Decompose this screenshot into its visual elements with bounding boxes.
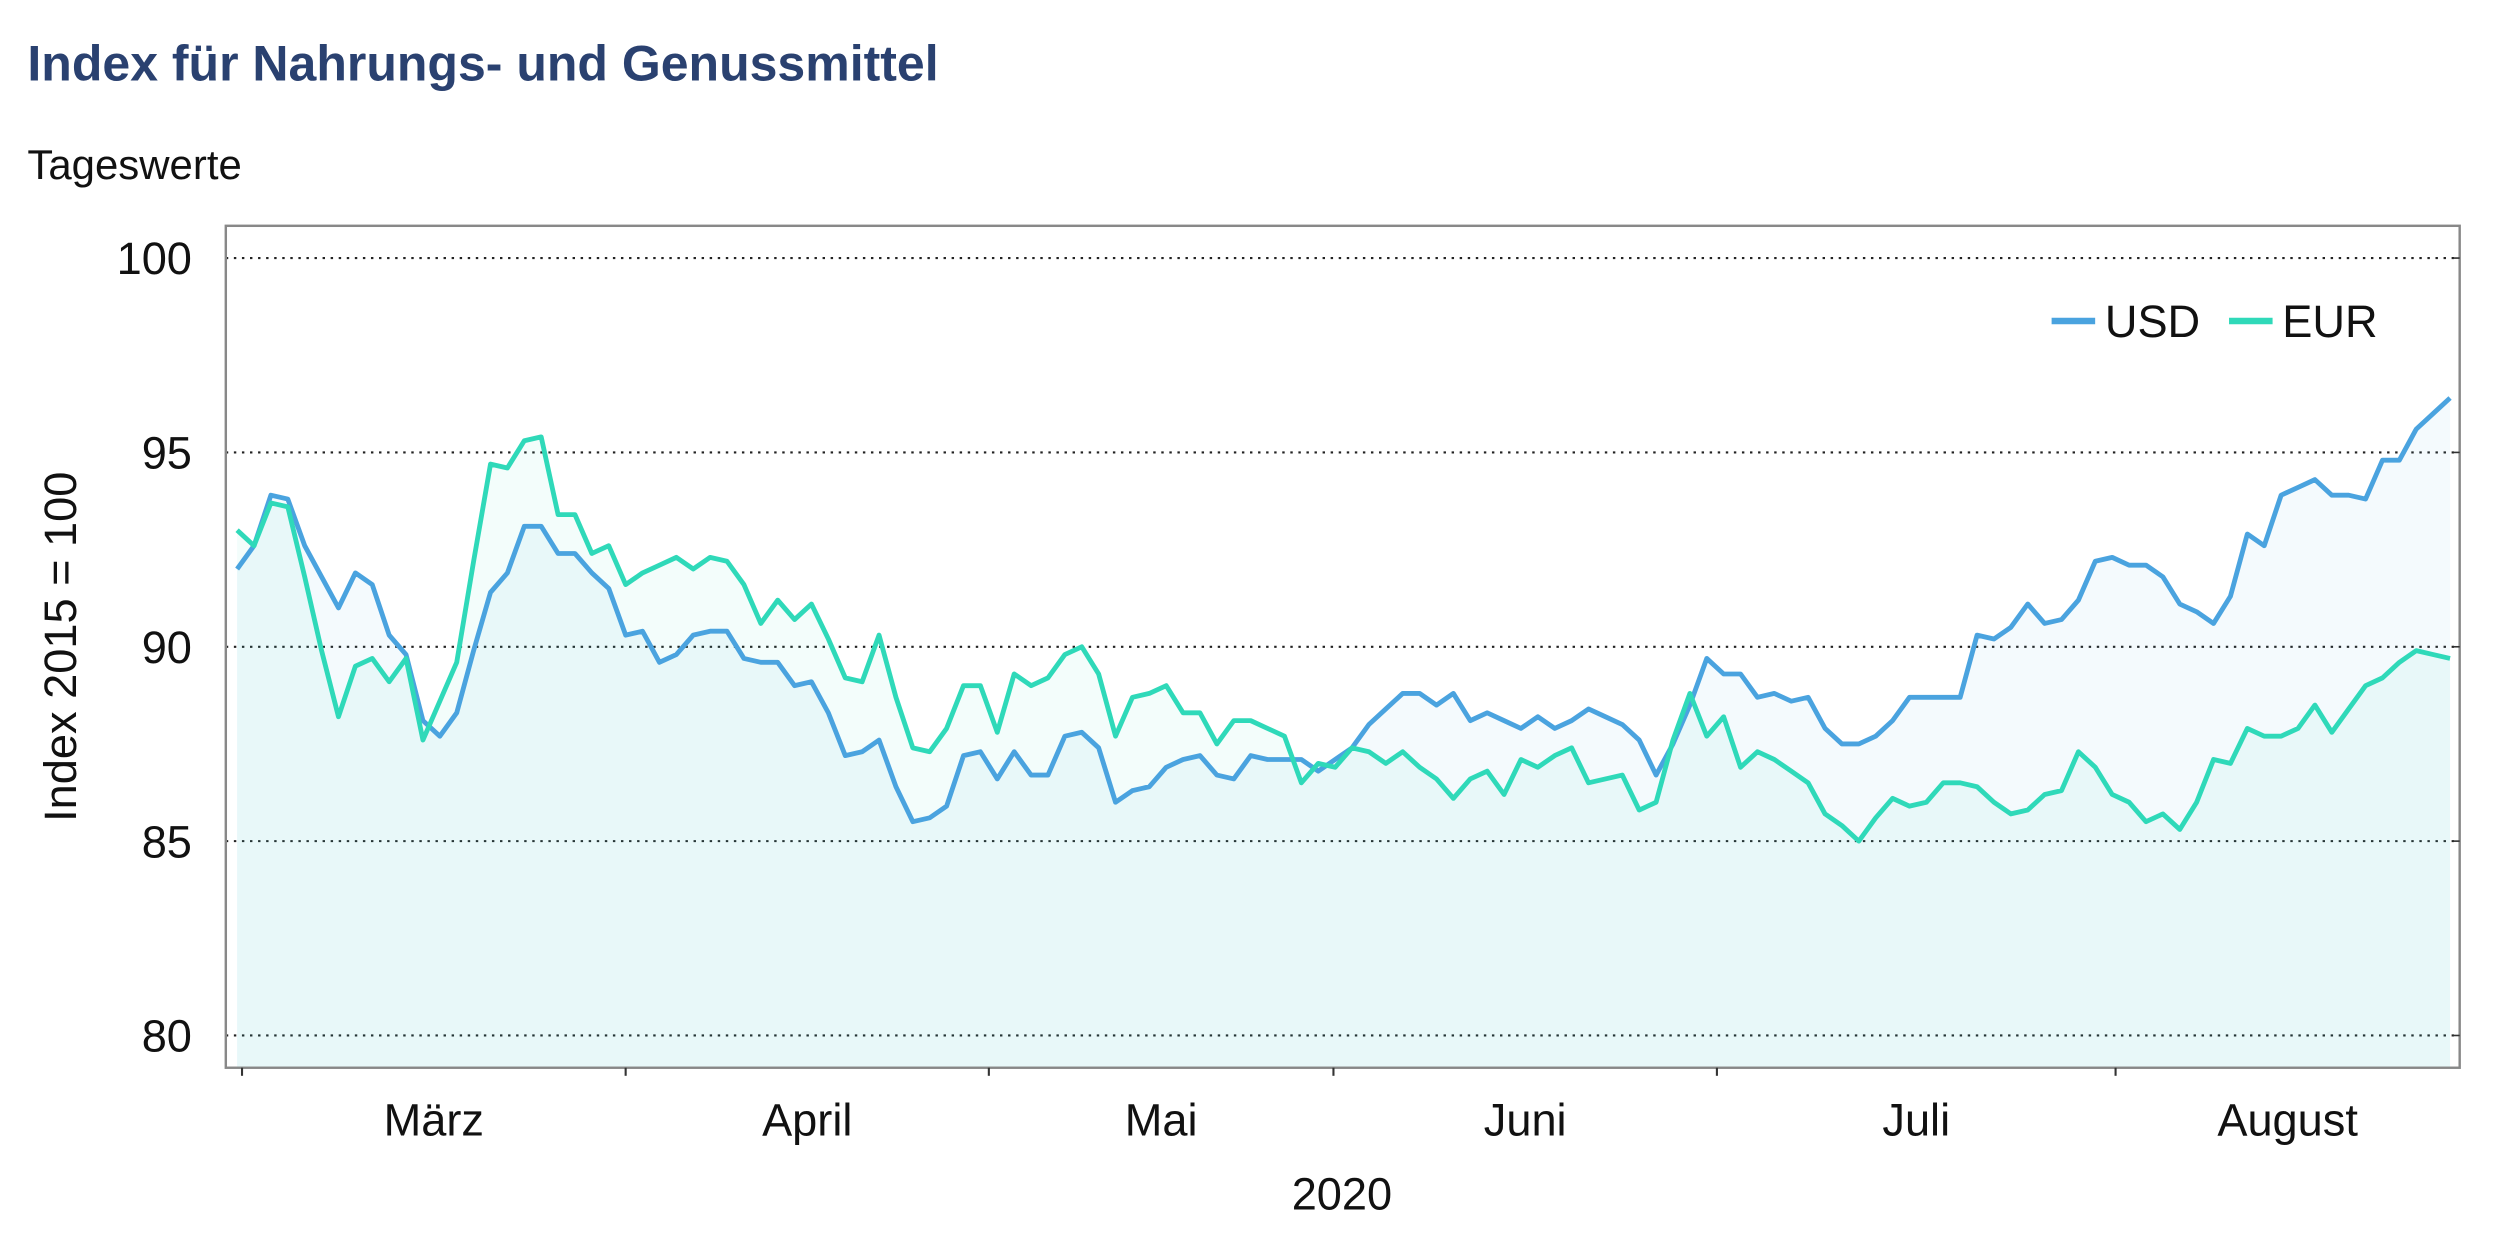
line xyxy=(235,434,2451,844)
x-tick-label: Juni xyxy=(1484,1094,1567,1145)
x-tick-label: März xyxy=(384,1094,484,1145)
lines xyxy=(235,396,2452,844)
chart-subtitle: Tageswerte xyxy=(27,141,241,188)
y-tick-label: 85 xyxy=(142,816,192,867)
chart-title: Index für Nahrungs- und Genussmittel xyxy=(27,36,938,92)
legend-label: USD xyxy=(2105,296,2200,347)
x-axis-label: 2020 xyxy=(1292,1169,1392,1220)
x-tick-label: April xyxy=(762,1094,852,1145)
x-tick-label: Juli xyxy=(1882,1094,1950,1145)
area xyxy=(237,398,2451,1068)
y-tick-label: 80 xyxy=(142,1011,192,1062)
areas xyxy=(237,398,2451,1068)
y-tick-label: 90 xyxy=(142,622,192,673)
grid xyxy=(225,257,2460,1037)
x-tick-label: August xyxy=(2217,1094,2358,1145)
legend-label: EUR xyxy=(2282,296,2377,347)
line xyxy=(235,396,2452,825)
legend: USD EUR xyxy=(2051,296,2378,347)
y-tick-label: 100 xyxy=(117,233,192,284)
y-tick-label: 95 xyxy=(142,428,192,479)
y-axis-label: Index 2015 = 100 xyxy=(35,472,86,822)
axes: 80 85 90 95 100 März April Mai Juni Juli August xyxy=(117,233,2460,1145)
x-tick-label: Mai xyxy=(1125,1094,1198,1145)
area xyxy=(237,436,2451,1068)
